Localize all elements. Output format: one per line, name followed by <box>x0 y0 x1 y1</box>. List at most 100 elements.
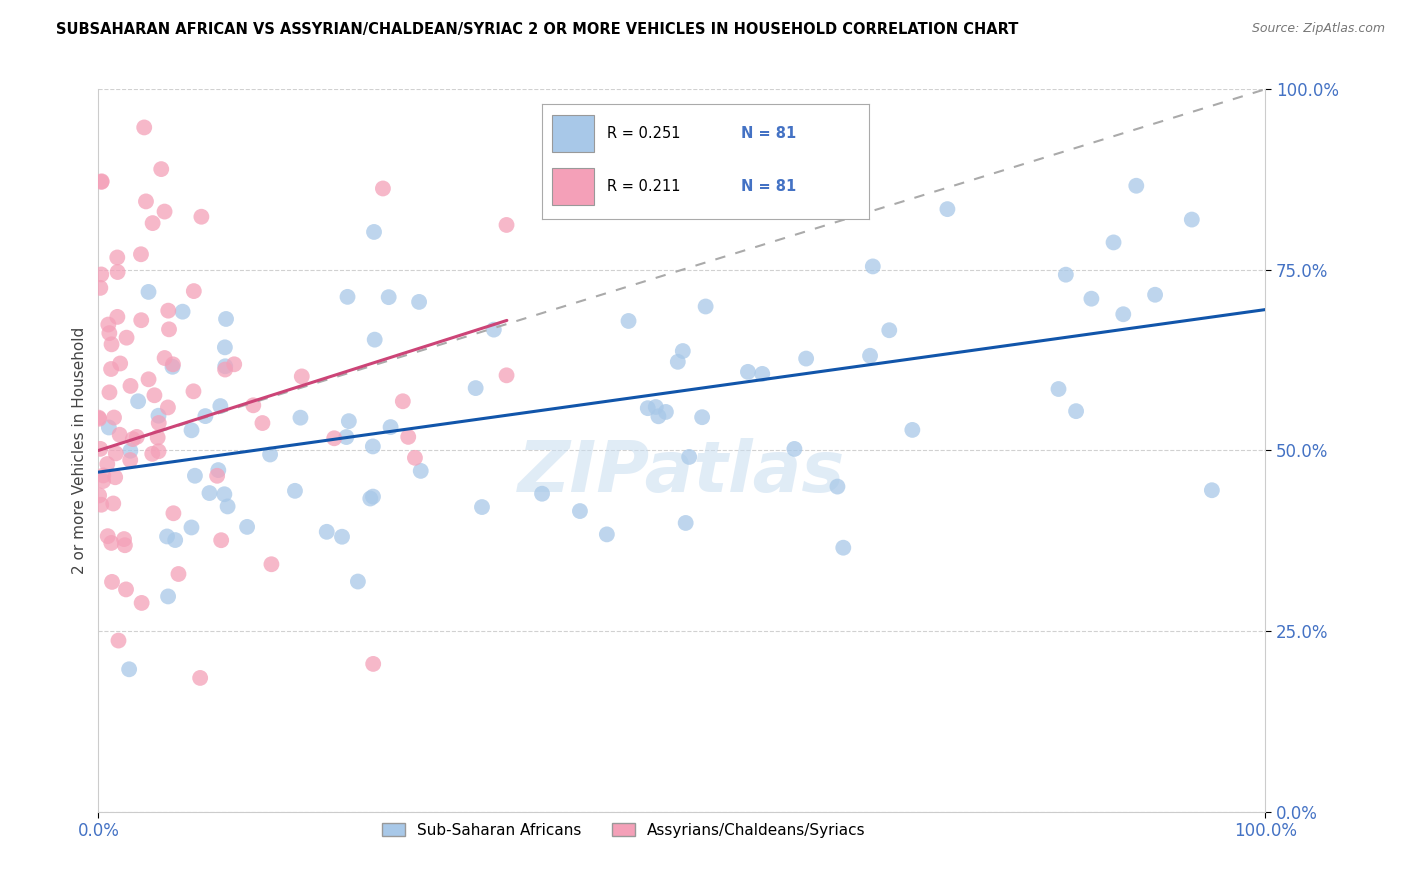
Point <box>543 181 565 195</box>
Point <box>214 340 236 354</box>
Point <box>242 398 264 412</box>
Point <box>97 420 120 434</box>
Point <box>90 268 112 282</box>
Point <box>157 303 180 318</box>
Point <box>89 281 111 295</box>
Point <box>156 401 179 415</box>
Point <box>135 194 157 209</box>
Point <box>585 180 607 194</box>
Point <box>260 558 283 572</box>
Point <box>183 384 205 399</box>
Point <box>284 483 307 498</box>
Point <box>87 488 110 502</box>
Point <box>224 357 246 371</box>
Point <box>637 401 659 416</box>
Point <box>1181 212 1204 227</box>
Point <box>936 202 959 216</box>
Point <box>666 355 689 369</box>
Point <box>495 218 517 232</box>
Point <box>371 181 394 195</box>
Point <box>391 394 413 409</box>
Text: SUBSAHARAN AFRICAN VS ASSYRIAN/CHALDEAN/SYRIAC 2 OR MORE VEHICLES IN HOUSEHOLD C: SUBSAHARAN AFRICAN VS ASSYRIAN/CHALDEAN/… <box>56 22 1018 37</box>
Point <box>105 310 128 324</box>
Point <box>165 533 187 547</box>
Point <box>337 414 360 428</box>
Point <box>209 399 232 413</box>
Point <box>363 333 385 347</box>
Point <box>107 265 129 279</box>
Point <box>737 365 759 379</box>
Point <box>120 379 142 393</box>
Point <box>1144 287 1167 301</box>
Point <box>142 216 165 230</box>
Point <box>190 210 212 224</box>
Point <box>675 516 697 530</box>
Point <box>862 260 884 274</box>
Point <box>180 520 202 534</box>
Point <box>108 427 131 442</box>
Point <box>214 359 236 374</box>
Point <box>127 394 149 409</box>
Point <box>482 323 505 337</box>
Point <box>89 411 111 425</box>
Point <box>188 671 211 685</box>
Y-axis label: 2 or more Vehicles in Household: 2 or more Vehicles in Household <box>72 326 87 574</box>
Point <box>644 400 666 414</box>
Text: ZIPatlas: ZIPatlas <box>519 438 845 507</box>
Point <box>150 162 173 177</box>
Point <box>101 574 124 589</box>
Point <box>91 474 114 488</box>
Point <box>568 504 591 518</box>
Point <box>377 290 399 304</box>
Point <box>695 300 717 314</box>
Point <box>183 284 205 298</box>
Point <box>877 323 900 337</box>
Point <box>90 175 112 189</box>
Text: Source: ZipAtlas.com: Source: ZipAtlas.com <box>1251 22 1385 36</box>
Point <box>90 498 112 512</box>
Point <box>148 409 170 423</box>
Point <box>120 453 142 467</box>
Point <box>157 590 180 604</box>
Point <box>330 530 353 544</box>
Point <box>98 385 121 400</box>
Point <box>495 368 517 383</box>
Point <box>162 357 184 371</box>
Point <box>205 468 228 483</box>
Point <box>114 538 136 552</box>
Point <box>323 431 346 445</box>
Point <box>596 527 619 541</box>
Point <box>121 432 143 446</box>
Point <box>827 479 849 493</box>
Point <box>115 331 138 345</box>
Point <box>236 520 259 534</box>
Point <box>141 447 163 461</box>
Point <box>359 491 381 506</box>
Point <box>464 381 486 395</box>
Point <box>107 633 129 648</box>
Point <box>153 204 176 219</box>
Point <box>134 120 156 135</box>
Legend: Sub-Saharan Africans, Assyrians/Chaldeans/Syriacs: Sub-Saharan Africans, Assyrians/Chaldean… <box>375 816 872 844</box>
Point <box>678 450 700 464</box>
Point <box>180 423 202 437</box>
Point <box>146 431 169 445</box>
Point <box>655 405 678 419</box>
Point <box>408 294 430 309</box>
Point <box>104 446 127 460</box>
Point <box>1201 483 1223 498</box>
Point <box>396 430 419 444</box>
Point <box>207 463 229 477</box>
Point <box>214 487 236 501</box>
Point <box>91 468 114 483</box>
Point <box>335 430 357 444</box>
Point <box>90 174 112 188</box>
Point <box>783 442 806 456</box>
Point <box>617 314 640 328</box>
Point <box>172 304 194 318</box>
Point <box>1112 307 1135 321</box>
Point <box>347 574 370 589</box>
Point <box>184 468 207 483</box>
Point <box>87 410 110 425</box>
Point <box>1047 382 1070 396</box>
